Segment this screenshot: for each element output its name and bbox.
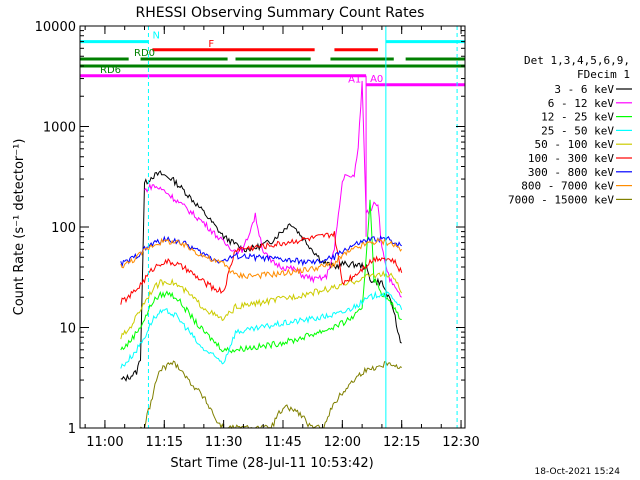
legend-entry-label: 3 - 6 keV — [554, 83, 614, 96]
x-axis: 11:00 11:15 11:30 11:45 12:00 12:15 12:30 — [84, 26, 480, 450]
x-axis-label: Start Time (28-Jul-11 10:53:42) — [170, 456, 373, 471]
y-axis: 1 10 100 1000 10000 — [35, 20, 465, 437]
series-line — [120, 235, 402, 268]
series-line — [144, 80, 402, 298]
legend-entry-label: 300 - 800 keV — [528, 166, 614, 179]
series-line — [140, 360, 402, 429]
state-bar-label: F — [208, 39, 214, 50]
x-tick-label: 11:30 — [205, 435, 242, 450]
legend-entry-label: 100 - 300 keV — [528, 152, 614, 165]
series-line — [120, 231, 403, 305]
state-bar-label: N — [152, 31, 159, 42]
state-bars: N F RD0 RD6 A1 A0 — [80, 31, 465, 87]
series-line — [120, 290, 403, 369]
legend-entry-label: 6 - 12 keV — [548, 97, 615, 110]
x-tick-label: 12:30 — [442, 435, 479, 450]
x-tick-label: 11:00 — [86, 435, 123, 450]
series-line — [120, 270, 403, 340]
state-bar-label: A0 — [370, 74, 383, 85]
vertical-markers — [79, 26, 458, 428]
timestamp: 18-Oct-2021 15:24 — [535, 467, 621, 477]
legend-entry-label: 800 - 7000 keV — [521, 180, 614, 193]
state-bar-label: RD6 — [100, 65, 121, 76]
series-line — [120, 237, 403, 280]
legend-entry-label: 50 - 100 keV — [535, 138, 615, 151]
series-line — [120, 199, 402, 354]
legend-header-line-1: Det 1,3,4,5,6,9, — [524, 54, 630, 67]
y-axis-label: Count Rate (s⁻¹ detector⁻¹) — [12, 139, 27, 316]
legend-entry-label: 12 - 25 keV — [541, 111, 614, 124]
y-tick-label: 1 — [68, 422, 76, 437]
y-tick-label: 1000 — [43, 121, 76, 136]
state-bar-label: A1 — [348, 75, 361, 86]
legend-entry-label: 7000 - 15000 keV — [508, 193, 614, 206]
plot-lines — [120, 80, 403, 429]
x-tick-label: 11:15 — [146, 435, 183, 450]
x-tick-label: 11:45 — [264, 435, 301, 450]
x-tick-label: 12:00 — [324, 435, 361, 450]
legend-entry-label: 25 - 50 keV — [541, 124, 614, 137]
y-tick-label: 10 — [59, 322, 76, 337]
chart-title: RHESSI Observing Summary Count Rates — [136, 5, 425, 21]
legend-header-line-2: FDecim 1 — [577, 68, 630, 81]
state-bar-label: RD0 — [134, 48, 155, 59]
y-tick-label: 10000 — [35, 20, 76, 35]
y-tick-label: 100 — [51, 221, 76, 236]
x-tick-label: 12:15 — [383, 435, 420, 450]
